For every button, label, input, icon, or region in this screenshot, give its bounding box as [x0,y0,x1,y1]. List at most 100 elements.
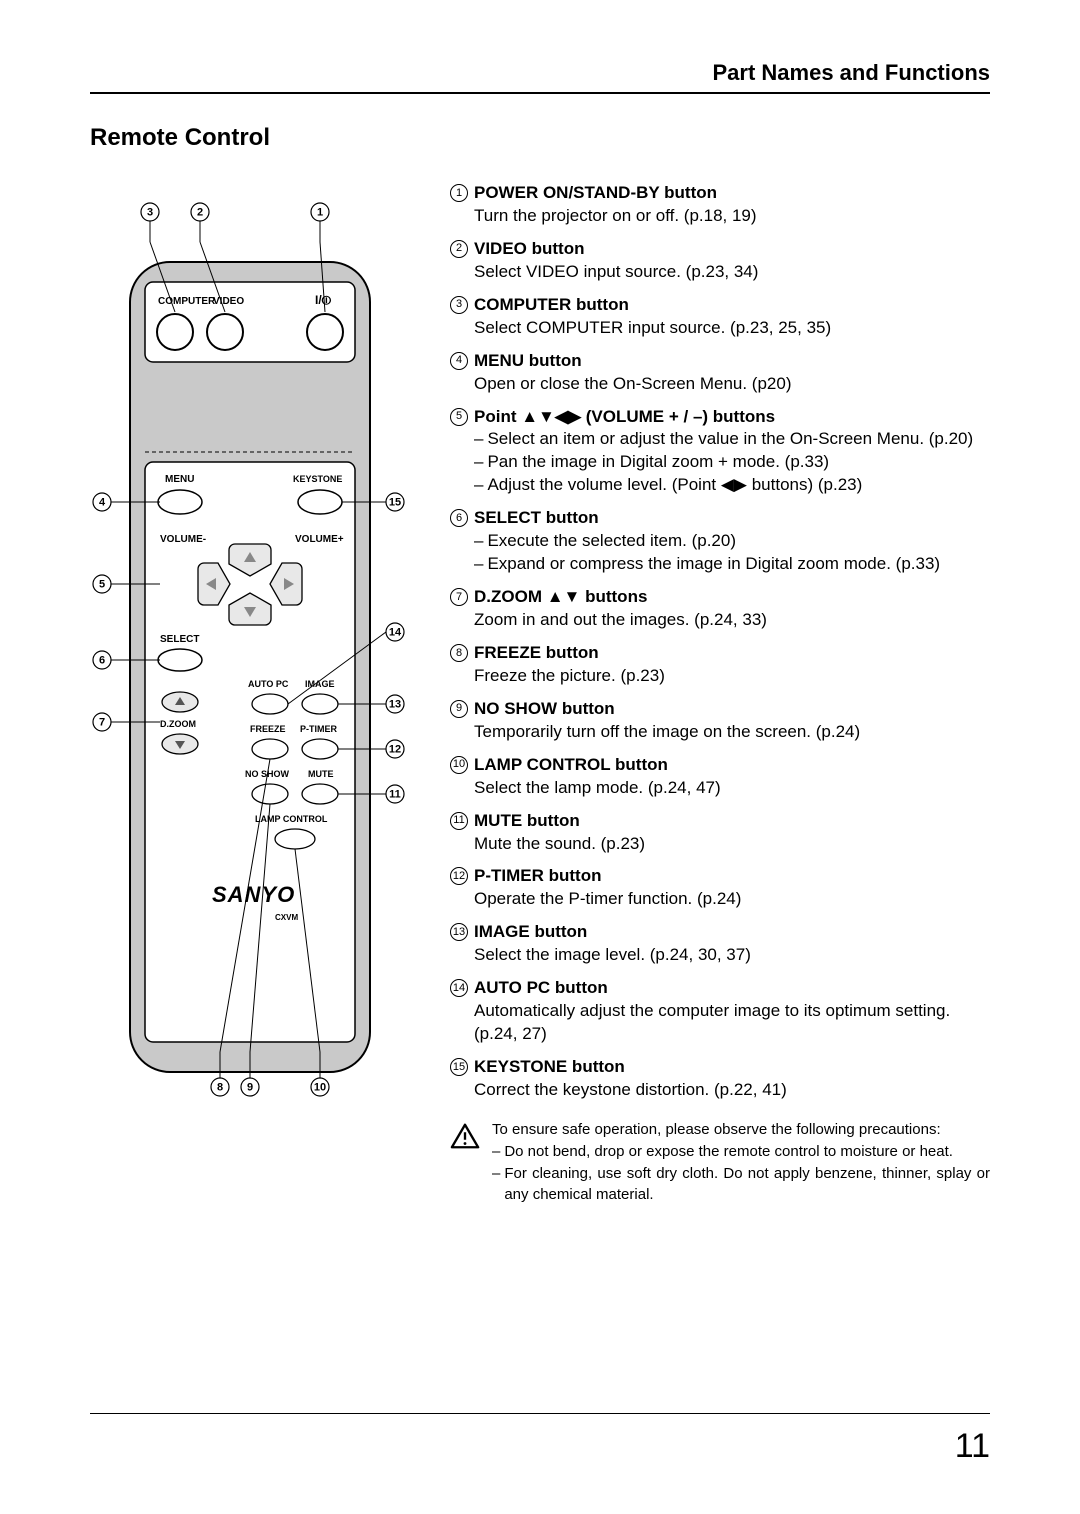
item-title: LAMP CONTROL button [474,754,668,777]
svg-text:P-TIMER: P-TIMER [300,724,337,734]
item-number: 1 [450,184,468,202]
item-sub: –Select an item or adjust the value in t… [474,428,990,451]
item-14: 14 AUTO PC buttonAutomatically adjust the… [450,977,990,1046]
remote-diagram: COMPUTER VIDEO I/⏼ MENU KEYSTONE VOLUME-… [90,182,410,1205]
item-9: 9 NO SHOW buttonTemporarily turn off the … [450,698,990,744]
content-row: COMPUTER VIDEO I/⏼ MENU KEYSTONE VOLUME-… [90,182,990,1205]
item-number: 12 [450,867,468,885]
item-4: 4 MENU buttonOpen or close the On-Screen … [450,350,990,396]
item-title: Point ▲▼◀▶ (VOLUME + / –) buttons [474,406,775,429]
item-desc: Correct the keystone distortion. (p.22, … [474,1079,990,1102]
item-desc: Select COMPUTER input source. (p.23, 25,… [474,317,990,340]
svg-text:15: 15 [389,497,401,509]
warning-box: To ensure safe operation, please observe… [450,1120,990,1205]
svg-text:12: 12 [389,744,401,756]
svg-text:MENU: MENU [165,474,194,485]
svg-text:8: 8 [217,1082,223,1094]
svg-text:7: 7 [99,717,105,729]
svg-text:SANYO: SANYO [212,882,295,907]
item-title: KEYSTONE button [474,1056,625,1079]
item-number: 2 [450,240,468,258]
item-12: 12 P-TIMER buttonOperate the P-timer func… [450,865,990,911]
item-sub: –Pan the image in Digital zoom + mode. (… [474,451,990,474]
item-number: 5 [450,408,468,426]
svg-text:D.ZOOM: D.ZOOM [160,719,196,729]
item-desc: Open or close the On-Screen Menu. (p20) [474,373,990,396]
item-title: NO SHOW button [474,698,615,721]
item-sub: –Execute the selected item. (p.20) [474,530,990,553]
item-number: 10 [450,756,468,774]
page-number: 11 [955,1427,990,1466]
item-number: 3 [450,296,468,314]
svg-text:4: 4 [99,497,106,509]
item-desc: Select the image level. (p.24, 30, 37) [474,944,990,967]
item-6: 6SELECT button–Execute the selected item… [450,507,990,576]
item-desc: Select VIDEO input source. (p.23, 34) [474,261,990,284]
svg-text:SELECT: SELECT [160,634,199,645]
page-header: Part Names and Functions [90,60,990,94]
section-title: Remote Control [90,124,990,152]
item-title: IMAGE button [474,921,587,944]
svg-text:11: 11 [389,789,401,801]
item-number: 14 [450,979,468,997]
svg-text:1: 1 [317,207,323,219]
svg-text:5: 5 [99,579,105,591]
item-title: COMPUTER button [474,294,629,317]
svg-text:VOLUME-: VOLUME- [160,534,206,545]
item-title: AUTO PC button [474,977,608,1000]
item-2: 2 VIDEO buttonSelect VIDEO input source. … [450,238,990,284]
item-desc: Automatically adjust the computer image … [474,1000,990,1046]
item-title: P-TIMER button [474,865,601,888]
item-title: MENU button [474,350,582,373]
item-desc: Select the lamp mode. (p.24, 47) [474,777,990,800]
warning-icon [450,1122,480,1205]
svg-text:VOLUME+: VOLUME+ [295,534,344,545]
svg-text:14: 14 [389,627,402,639]
svg-text:6: 6 [99,655,105,667]
item-number: 13 [450,923,468,941]
item-7: 7 D.ZOOM ▲▼ buttonsZoom in and out the im… [450,586,990,632]
item-5: 5 Point ▲▼◀▶ (VOLUME + / –) buttons–Selec… [450,406,990,498]
svg-text:KEYSTONE: KEYSTONE [293,474,342,484]
item-desc: Freeze the picture. (p.23) [474,665,990,688]
item-13: 13 IMAGE buttonSelect the image level. (p… [450,921,990,967]
item-number: 15 [450,1058,468,1076]
svg-text:AUTO PC: AUTO PC [248,679,289,689]
item-title: D.ZOOM ▲▼ buttons [474,586,647,609]
svg-text:13: 13 [389,699,401,711]
item-desc: Mute the sound. (p.23) [474,833,990,856]
item-sub: –Adjust the volume level. (Point ◀▶ butt… [474,474,990,497]
item-3: 3 COMPUTER buttonSelect COMPUTER input so… [450,294,990,340]
item-11: 11MUTE buttonMute the sound. (p.23) [450,810,990,856]
svg-text:3: 3 [147,207,153,219]
item-number: 6 [450,509,468,527]
svg-text:FREEZE: FREEZE [250,724,286,734]
svg-text:CXVM: CXVM [275,913,298,922]
svg-text:9: 9 [247,1082,253,1094]
item-title: VIDEO button [474,238,584,261]
svg-text:MUTE: MUTE [308,769,334,779]
item-title: FREEZE button [474,642,599,665]
item-number: 7 [450,588,468,606]
svg-text:10: 10 [314,1082,326,1094]
item-number: 9 [450,700,468,718]
item-number: 4 [450,352,468,370]
item-title: MUTE button [474,810,580,833]
item-sub: –Expand or compress the image in Digital… [474,553,990,576]
warning-sub: –Do not bend, drop or expose the remote … [492,1142,990,1162]
warning-sub: –For cleaning, use soft dry cloth. Do no… [492,1164,990,1205]
footer-rule [90,1413,990,1414]
item-15: 15 KEYSTONE buttonCorrect the keystone di… [450,1056,990,1102]
item-10: 10 LAMP CONTROL buttonSelect the lamp mod… [450,754,990,800]
svg-text:LAMP CONTROL: LAMP CONTROL [255,814,328,824]
description-list: 1POWER ON/STAND-BY buttonTurn the projec… [450,182,990,1205]
svg-text:VIDEO: VIDEO [213,296,244,307]
item-title: POWER ON/STAND-BY button [474,182,717,205]
item-1: 1POWER ON/STAND-BY buttonTurn the projec… [450,182,990,228]
item-desc: Temporarily turn off the image on the sc… [474,721,990,744]
svg-text:2: 2 [197,207,203,219]
item-8: 8FREEZE buttonFreeze the picture. (p.23) [450,642,990,688]
item-desc: Operate the P-timer function. (p.24) [474,888,990,911]
item-desc: Zoom in and out the images. (p.24, 33) [474,609,990,632]
warning-text: To ensure safe operation, please observe… [492,1120,990,1205]
